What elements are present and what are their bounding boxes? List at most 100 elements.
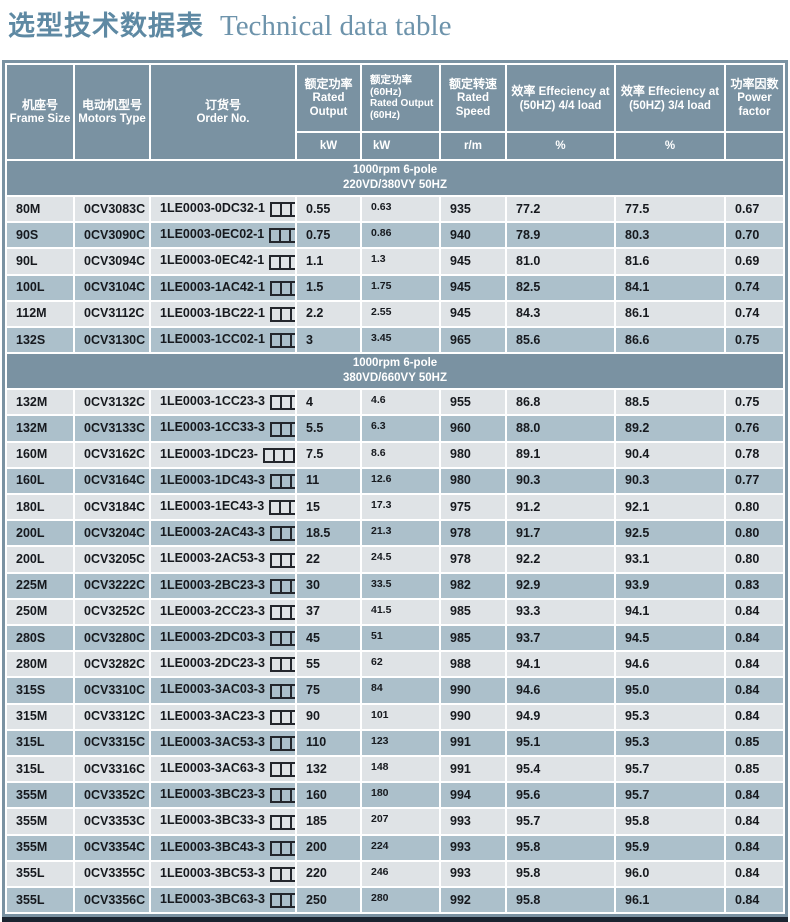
cell-order-no-value: 1LE0003-3BC43-3 xyxy=(160,839,265,854)
cell-motors-type-value: 0CV3316C xyxy=(84,761,146,776)
cell-order-no-value: 1LE0003-0DC32-1 xyxy=(160,201,265,215)
order-code-placeholder-boxes xyxy=(269,605,295,621)
col-header-efficiency-4-4: 效率 Effeciency at (50HZ) 4/4 load xyxy=(507,65,614,131)
cell-efficiency-4-4-value: 78.9 xyxy=(516,227,541,242)
cell-rated-speed-value: 993 xyxy=(450,866,471,881)
order-code-placeholder-boxes xyxy=(269,736,295,752)
cell-rated-output-60hz-value: 0.86 xyxy=(371,227,392,240)
cell-efficiency-4-4-value: 94.6 xyxy=(516,683,541,698)
cell-frame-size: 160M xyxy=(7,442,73,467)
cell-power-factor: 0.84 xyxy=(726,888,783,913)
cell-efficiency-4-4-value: 94.1 xyxy=(516,656,541,671)
cell-motors-type-value: 0CV3312C xyxy=(84,709,146,724)
cell-rated-output-60hz-value: 4.6 xyxy=(371,394,386,407)
cell-rated-output-value: 5.5 xyxy=(306,421,324,436)
cell-order-no-value: 1LE0003-3BC33-3 xyxy=(160,813,265,828)
cell-efficiency-3-4: 84.1 xyxy=(616,275,724,300)
cell-motors-type: 0CV3310C xyxy=(75,678,149,703)
section-header: 1000rpm 6-pole 380VD/660VY 50HZ xyxy=(7,354,783,389)
cell-order-no-value: 1LE0003-2BC23-3 xyxy=(160,577,265,592)
cell-motors-type-value: 0CV3354C xyxy=(84,840,146,855)
cell-efficiency-3-4: 93.1 xyxy=(616,547,724,572)
cell-motors-type-value: 0CV3162C xyxy=(84,447,146,462)
order-code-placeholder-boxes xyxy=(269,280,295,296)
cell-efficiency-3-4: 86.1 xyxy=(616,301,724,327)
cell-rated-output-60hz-value: 123 xyxy=(371,734,389,747)
cell-motors-type-value: 0CV3356C xyxy=(84,892,146,907)
cell-efficiency-4-4-value: 95.1 xyxy=(516,735,541,750)
cell-power-factor-value: 0.84 xyxy=(735,787,760,802)
cell-order-no: 1LE0003-1CC23-3 xyxy=(151,390,295,415)
cell-motors-type-value: 0CV3133C xyxy=(84,421,146,436)
cell-order-no-value: 1LE0003-1EC43-3 xyxy=(160,499,265,514)
cell-motors-type-value: 0CV3315C xyxy=(84,735,146,750)
cell-rated-output: 1.5 xyxy=(297,275,360,300)
cell-power-factor-value: 0.78 xyxy=(735,447,760,462)
order-code-box xyxy=(289,526,295,542)
cell-efficiency-4-4: 94.6 xyxy=(507,678,614,703)
section-header-row: 1000rpm 6-pole 220VD/380VY 50HZ xyxy=(7,161,783,195)
cell-rated-output-60hz: 148 xyxy=(362,757,439,782)
cell-power-factor-value: 0.84 xyxy=(735,892,760,907)
cell-rated-speed-value: 991 xyxy=(450,761,471,776)
cell-rated-speed-value: 935 xyxy=(450,201,471,216)
cell-frame-size-value: 160M xyxy=(16,447,48,462)
cell-efficiency-3-4: 77.5 xyxy=(616,197,724,222)
cell-power-factor: 0.80 xyxy=(726,521,783,546)
order-code-box xyxy=(289,333,295,349)
col-header-frame-size-en: Frame Size xyxy=(9,113,71,125)
cell-motors-type: 0CV3353C xyxy=(75,809,149,834)
cell-rated-output-60hz: 12.6 xyxy=(362,468,439,494)
cell-rated-output-value: 15 xyxy=(306,499,320,514)
section-header-line: 380VD/660VY 50HZ xyxy=(343,372,447,385)
cell-rated-speed-value: 980 xyxy=(450,447,471,462)
cell-efficiency-3-4: 88.5 xyxy=(616,390,724,415)
cell-rated-output-value: 1.5 xyxy=(306,280,324,295)
cell-rated-output-value: 220 xyxy=(306,866,327,881)
cell-rated-output-60hz-value: 0.63 xyxy=(371,201,392,213)
cell-power-factor-value: 0.84 xyxy=(735,656,760,671)
table-row: 355M 0CV3353C 1LE0003-3BC33-3 185 207 993 95.7… xyxy=(7,809,783,834)
cell-motors-type-value: 0CV3204C xyxy=(84,525,146,540)
cell-frame-size: 90S xyxy=(7,223,73,248)
cell-rated-output-60hz-value: 224 xyxy=(371,839,389,852)
cell-efficiency-3-4: 96.0 xyxy=(616,861,724,887)
cell-frame-size: 200L xyxy=(7,547,73,572)
cell-efficiency-4-4-value: 95.8 xyxy=(516,892,541,907)
table-row: 200L 0CV3204C 1LE0003-2AC43-3 18.5 21.3 978 91… xyxy=(7,521,783,546)
cell-efficiency-4-4: 85.6 xyxy=(507,328,614,353)
order-code-placeholder-boxes xyxy=(269,552,295,568)
cell-rated-output: 11 xyxy=(297,468,360,494)
cell-rated-speed: 992 xyxy=(441,888,505,913)
cell-motors-type: 0CV3352C xyxy=(75,783,149,808)
cell-efficiency-4-4: 88.0 xyxy=(507,416,614,441)
cell-frame-size-value: 250M xyxy=(16,604,48,619)
cell-efficiency-3-4-value: 94.1 xyxy=(625,604,650,619)
cell-rated-speed: 975 xyxy=(441,495,505,520)
cell-order-no: 1LE0003-3BC63-3 xyxy=(151,888,295,913)
cell-efficiency-4-4: 81.0 xyxy=(507,249,614,274)
cell-order-no: 1LE0003-1CC33-3 xyxy=(151,416,295,441)
cell-efficiency-4-4-value: 91.7 xyxy=(516,525,541,540)
cell-power-factor: 0.84 xyxy=(726,809,783,834)
cell-rated-output-value: 1.1 xyxy=(306,254,324,268)
order-code-box xyxy=(289,709,295,725)
cell-power-factor: 0.76 xyxy=(726,416,783,441)
cell-rated-output-value: 90 xyxy=(306,709,320,724)
cell-efficiency-4-4: 93.3 xyxy=(507,599,614,625)
cell-efficiency-3-4-value: 90.4 xyxy=(625,447,650,462)
cell-frame-size-value: 315S xyxy=(16,683,46,698)
cell-frame-size-value: 180L xyxy=(16,499,45,514)
order-code-placeholder-boxes xyxy=(269,307,295,323)
cell-rated-output-60hz-value: 1.75 xyxy=(371,279,392,292)
cell-rated-output-value: 4 xyxy=(306,394,313,409)
table-row: 355L 0CV3356C 1LE0003-3BC63-3 250 280 992 95.8… xyxy=(7,888,783,913)
col-header-power-factor: 功率因数 Power factor xyxy=(726,65,783,131)
cell-motors-type: 0CV3355C xyxy=(75,861,149,887)
order-code-placeholder-boxes xyxy=(269,421,295,437)
cell-rated-speed-value: 985 xyxy=(450,630,471,645)
cell-motors-type: 0CV3132C xyxy=(75,390,149,415)
cell-rated-speed: 985 xyxy=(441,599,505,625)
cell-rated-speed: 945 xyxy=(441,275,505,300)
cell-motors-type-value: 0CV3164C xyxy=(84,473,146,488)
